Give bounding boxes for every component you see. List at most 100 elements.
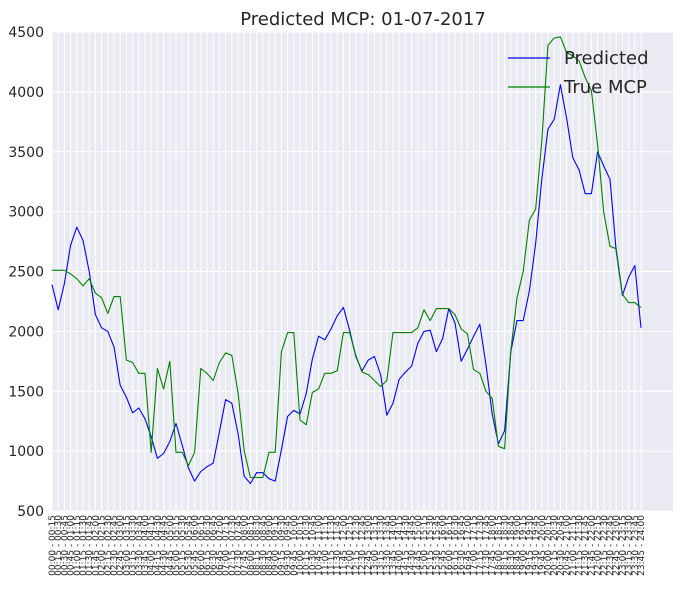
x-tick-label: 06:30 - 06:45 xyxy=(209,515,219,576)
x-tick-label: 23:45 - 24:00 xyxy=(637,515,647,576)
x-tick-label: 00:30 - 00:45 xyxy=(60,515,70,576)
x-tick-label: 17:30 - 17:45 xyxy=(482,515,492,576)
x-tick-label: 14:30 - 14:45 xyxy=(408,515,418,576)
x-tick-label: 01:00 - 01:15 xyxy=(73,515,83,576)
x-tick-label: 00:15 - 00:30 xyxy=(54,515,64,576)
x-tick-label: 08:30 - 08:45 xyxy=(259,515,269,576)
x-tick-label: 21:00 - 21:15 xyxy=(569,515,579,576)
x-tick-label: 03:15 - 03:30 xyxy=(129,515,139,576)
y-tick-label: 4500 xyxy=(8,25,44,41)
x-tick-label: 03:45 - 04:00 xyxy=(141,515,151,576)
x-tick-label: 07:15 - 07:30 xyxy=(228,515,238,576)
x-tick-label: 09:45 - 10:00 xyxy=(290,515,300,576)
x-tick-label: 09:30 - 09:45 xyxy=(284,515,294,576)
x-tick-label: 06:00 - 06:15 xyxy=(197,515,207,576)
x-tick-label: 01:30 - 01:45 xyxy=(85,515,95,576)
x-tick-label: 04:15 - 04:30 xyxy=(153,515,163,576)
x-tick-label: 10:15 - 10:30 xyxy=(302,515,312,576)
x-tick-label: 16:15 - 16:30 xyxy=(451,515,461,576)
x-tick-label: 08:00 - 08:15 xyxy=(246,515,256,576)
x-tick-label: 20:00 - 20:15 xyxy=(544,515,554,576)
x-tick-label: 22:00 - 22:15 xyxy=(594,515,604,576)
x-tick-label: 08:15 - 08:30 xyxy=(253,515,263,576)
x-tick-label: 23:00 - 23:15 xyxy=(618,515,628,576)
x-tick-label: 10:30 - 10:45 xyxy=(308,515,318,576)
x-tick-label: 04:30 - 04:45 xyxy=(160,515,170,576)
chart-title: Predicted MCP: 01-07-2017 xyxy=(240,9,486,30)
x-tick-label: 18:45 - 19:00 xyxy=(513,515,523,576)
x-tick-label: 20:30 - 20:45 xyxy=(556,515,566,576)
x-tick-label: 15:30 - 15:45 xyxy=(432,515,442,576)
x-tick-label: 03:30 - 03:45 xyxy=(135,515,145,576)
x-tick-label: 21:15 - 21:30 xyxy=(575,515,585,576)
x-tick-label: 07:30 - 07:45 xyxy=(234,515,244,576)
y-tick-label: 1000 xyxy=(8,444,44,460)
x-tick-label: 19:15 - 19:30 xyxy=(525,515,535,576)
y-axis: 500 1000 1500 2000 2500 3000 3500 4000 4500 xyxy=(8,25,44,520)
x-tick-label: 06:15 - 06:30 xyxy=(203,515,213,576)
x-tick-label: 23:15 - 23:30 xyxy=(625,515,635,576)
x-tick-label: 23:30 - 23:45 xyxy=(631,515,641,576)
x-tick-label: 14:15 - 14:30 xyxy=(401,515,411,576)
x-tick-label: 22:45 - 23:00 xyxy=(612,515,622,576)
x-tick-label: 19:30 - 19:45 xyxy=(532,515,542,576)
legend: Predicted True MCP xyxy=(508,48,649,98)
x-tick-label: 11:00 - 11:15 xyxy=(321,515,331,576)
x-tick-label: 07:45 - 08:00 xyxy=(240,515,250,576)
x-tick-label: 05:45 - 06:00 xyxy=(191,515,201,576)
x-tick-label: 10:45 - 11:00 xyxy=(315,515,325,576)
x-tick-label: 06:45 - 07:00 xyxy=(215,515,225,576)
y-tick-label: 1500 xyxy=(8,384,44,400)
x-tick-label: 09:00 - 09:15 xyxy=(271,515,281,576)
series-lines xyxy=(51,36,642,485)
x-tick-label: 13:15 - 13:30 xyxy=(377,515,387,576)
x-tick-label: 02:30 - 02:45 xyxy=(110,515,120,576)
x-tick-label: 02:15 - 02:30 xyxy=(104,515,114,576)
x-tick-label: 13:00 - 13:15 xyxy=(370,515,380,576)
x-tick-label: 04:00 - 04:15 xyxy=(147,515,157,576)
y-tick-label: 4000 xyxy=(8,85,44,101)
y-tick-label: 2000 xyxy=(8,324,44,340)
x-tick-label: 19:45 - 20:00 xyxy=(538,515,548,576)
x-tick-label: 14:00 - 14:15 xyxy=(395,515,405,576)
x-tick-label: 05:30 - 05:45 xyxy=(184,515,194,576)
x-tick-label: 15:15 - 15:30 xyxy=(426,515,436,576)
legend-label: True MCP xyxy=(563,77,647,98)
x-tick-label: 02:45 - 03:00 xyxy=(116,515,126,576)
x-tick-label: 00:00 - 00:15 xyxy=(48,515,58,576)
y-tick-label: 500 xyxy=(17,504,44,520)
x-tick-label: 05:00 - 05:15 xyxy=(172,515,182,576)
x-tick-label: 11:45 - 12:00 xyxy=(339,515,349,576)
x-tick-label: 16:30 - 16:45 xyxy=(457,515,467,576)
y-tick-label: 3500 xyxy=(8,145,44,161)
x-tick-label: 01:15 - 01:30 xyxy=(79,515,89,576)
x-tick-label: 04:45 - 05:00 xyxy=(166,515,176,576)
x-tick-label: 21:45 - 22:00 xyxy=(587,515,597,576)
x-tick-label: 00:45 - 01:00 xyxy=(67,515,77,576)
x-axis: 00:00 - 00:1500:15 - 00:3000:30 - 00:450… xyxy=(48,515,647,576)
x-tick-label: 17:15 - 17:30 xyxy=(476,515,486,576)
x-tick-label: 12:15 - 12:30 xyxy=(352,515,362,576)
x-tick-label: 20:15 - 20:30 xyxy=(550,515,560,576)
x-tick-label: 10:00 - 10:15 xyxy=(296,515,306,576)
x-tick-label: 13:30 - 13:45 xyxy=(383,515,393,576)
x-tick-label: 17:00 - 17:15 xyxy=(470,515,480,576)
x-tick-label: 15:00 - 15:15 xyxy=(420,515,430,576)
x-tick-label: 11:30 - 11:45 xyxy=(333,515,343,576)
y-tick-label: 3000 xyxy=(8,205,44,221)
x-tick-label: 18:15 - 18:30 xyxy=(501,515,511,576)
x-tick-label: 19:00 - 19:15 xyxy=(519,515,529,576)
y-tick-label: 2500 xyxy=(8,265,44,281)
x-tick-label: 09:15 - 09:30 xyxy=(277,515,287,576)
x-tick-label: 12:30 - 12:45 xyxy=(358,515,368,576)
x-tick-label: 03:00 - 03:15 xyxy=(122,515,132,576)
x-tick-label: 12:00 - 12:15 xyxy=(346,515,356,576)
x-tick-label: 02:00 - 02:15 xyxy=(98,515,108,576)
x-tick-label: 08:45 - 09:00 xyxy=(265,515,275,576)
x-tick-label: 05:15 - 05:30 xyxy=(178,515,188,576)
x-tick-label: 16:45 - 17:00 xyxy=(463,515,473,576)
legend-label: Predicted xyxy=(564,48,649,69)
x-tick-label: 07:00 - 07:15 xyxy=(222,515,232,576)
x-tick-label: 21:30 - 21:45 xyxy=(581,515,591,576)
x-tick-label: 01:45 - 02:00 xyxy=(91,515,101,576)
